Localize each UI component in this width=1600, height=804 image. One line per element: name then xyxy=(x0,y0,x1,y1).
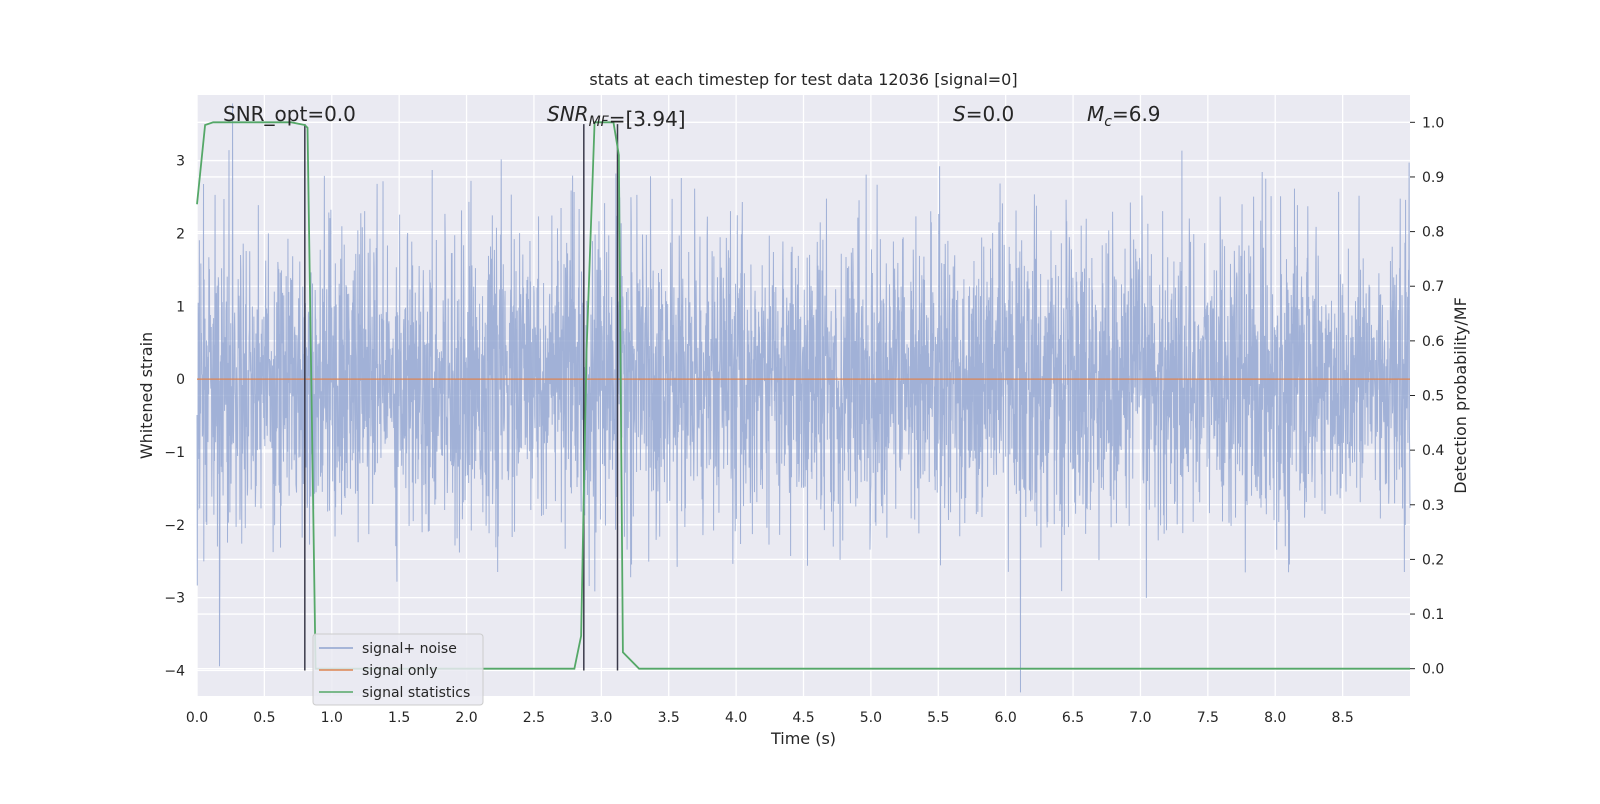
annotation-mc-sub: c xyxy=(1104,114,1112,130)
annotation-snr-mf-suffix: =[3.94] xyxy=(609,107,686,131)
chart-title: stats at each timestep for test data 120… xyxy=(589,70,1017,89)
data-layer xyxy=(196,103,1411,693)
y2-tick-label-1: 0.1 xyxy=(1422,607,1444,623)
x-tick-label-4: 2.0 xyxy=(455,710,477,726)
annotation-snr-mf: SNRMF=[3.94] xyxy=(547,102,686,131)
x-tick-label-8: 4.0 xyxy=(725,710,747,726)
y2-tick-label-3: 0.3 xyxy=(1422,498,1444,514)
vertical-markers xyxy=(304,124,619,671)
y-tick-label-4: 0 xyxy=(176,372,185,388)
annotation-mc-value: Mc=6.9 xyxy=(1087,102,1161,130)
stat-layer xyxy=(196,121,1410,670)
y-tick-label-0: −4 xyxy=(164,664,185,680)
y-tick-label-5: 1 xyxy=(176,299,185,315)
x-tick-label-14: 7.0 xyxy=(1129,710,1151,726)
x-tick-label-17: 8.5 xyxy=(1331,710,1353,726)
x-tick-label-9: 4.5 xyxy=(792,710,814,726)
y2-tick-label-10: 1.0 xyxy=(1422,115,1444,131)
series-signal-noise-line xyxy=(196,103,1411,693)
legend-label-signal-statistics: signal statistics xyxy=(362,685,470,701)
x-tick-label-13: 6.5 xyxy=(1062,710,1084,726)
y-tick-label-7: 3 xyxy=(176,154,185,170)
y2-tick-label-0: 0.0 xyxy=(1422,662,1444,678)
y2-tick-label-2: 0.2 xyxy=(1422,552,1444,568)
legend-box xyxy=(312,633,484,706)
legend-label-signal-only: signal only xyxy=(362,663,437,679)
x-tick-label-12: 6.0 xyxy=(995,710,1017,726)
x-tick-label-15: 7.5 xyxy=(1197,710,1219,726)
annotation-s-prefix: S xyxy=(953,102,966,126)
y-axis-label: Whitened strain xyxy=(137,332,156,459)
x-tick-label-3: 1.5 xyxy=(388,710,410,726)
y-tick-label-3: −1 xyxy=(164,445,185,461)
x-tick-label-6: 3.0 xyxy=(590,710,612,726)
y2-tick-label-7: 0.7 xyxy=(1422,279,1444,295)
series-signal-statistics-line xyxy=(196,121,1410,670)
y2-tick-label-6: 0.6 xyxy=(1422,334,1444,350)
y2-tick-label-5: 0.5 xyxy=(1422,389,1444,405)
annotation-snr-opt: SNR_opt=0.0 xyxy=(223,102,356,126)
tick-labels: 0.0 0.5 1.0 1.5 2.0 2.5 3.0 3.5 4.0 4.5 5.0 5.5 6.0 6… xyxy=(164,115,1444,726)
x-tick-label-16: 8.0 xyxy=(1264,710,1286,726)
y-tick-label-2: −2 xyxy=(164,518,185,534)
annotation-snr-mf-sub: MF xyxy=(589,114,610,130)
x-tick-label-11: 5.5 xyxy=(927,710,949,726)
annotation-s-value: S=0.0 xyxy=(953,102,1014,126)
x-tick-label-7: 3.5 xyxy=(658,710,680,726)
x-tick-label-2: 1.0 xyxy=(321,710,343,726)
annotation-s-suffix: =0.0 xyxy=(966,102,1015,126)
x-axis-label: Time (s) xyxy=(770,729,836,748)
annotation-mc-prefix: M xyxy=(1087,102,1104,126)
y2-tick-label-8: 0.8 xyxy=(1422,225,1444,241)
x-tick-label-1: 0.5 xyxy=(253,710,275,726)
legend: signal+ noise signal only signal statist… xyxy=(312,633,484,706)
y2-tick-label-4: 0.4 xyxy=(1422,443,1444,459)
x-tick-label-5: 2.5 xyxy=(523,710,545,726)
y2-axis-label: Detection probability/MF xyxy=(1451,297,1470,494)
annotation-mc-suffix: =6.9 xyxy=(1112,102,1161,126)
y-tick-label-1: −3 xyxy=(164,591,185,607)
x-tick-label-0: 0.0 xyxy=(186,710,208,726)
y-tick-label-6: 2 xyxy=(176,226,185,242)
x-tick-label-10: 5.0 xyxy=(860,710,882,726)
annotation-snr-mf-prefix: SNR xyxy=(547,102,589,126)
y2-tick-label-9: 0.9 xyxy=(1422,170,1444,186)
legend-label-signal-noise: signal+ noise xyxy=(362,641,457,657)
